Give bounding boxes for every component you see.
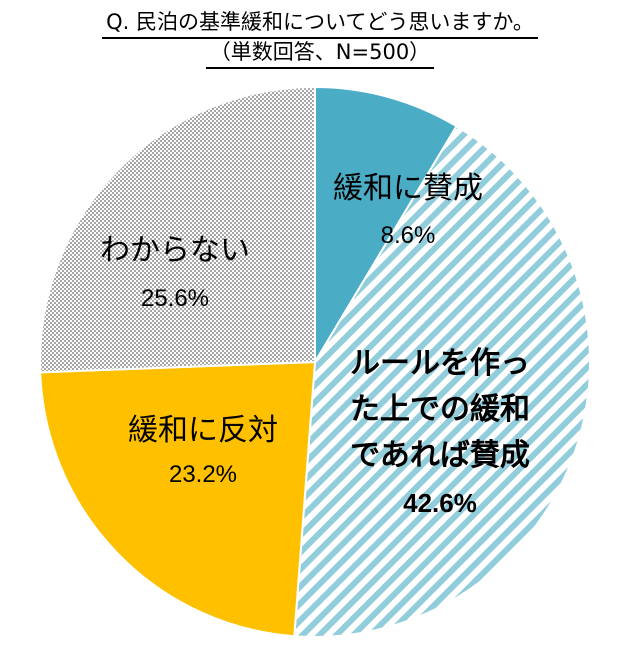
slice-label: ルールを作っ [350, 346, 530, 381]
slice-label: 緩和に賛成 [333, 171, 483, 206]
slice-value-label: 25.6% [141, 285, 209, 312]
chart-title-text: Q. 民泊の基準緩和についてどう思いますか。 [102, 6, 538, 39]
slice-value-label: 8.6% [381, 222, 436, 249]
chart-subtitle: （単数回答、N=500） [0, 36, 640, 69]
slice-label: であれば賛成 [350, 438, 530, 473]
pie-slice [39, 85, 316, 374]
chart-subtitle-text: （単数回答、N=500） [205, 36, 435, 69]
chart-title: Q. 民泊の基準緩和についてどう思いますか。 [0, 6, 640, 39]
slice-label: わからない [100, 233, 250, 268]
slice-value-label: 42.6% [403, 488, 477, 518]
slice-value-label: 23.2% [169, 461, 237, 488]
slice-label: た上での緩和 [350, 392, 530, 427]
pie-slice [314, 85, 458, 366]
slice-label: 緩和に反対 [128, 413, 278, 448]
pie-slice [39, 360, 317, 638]
pie-slice [293, 124, 591, 638]
